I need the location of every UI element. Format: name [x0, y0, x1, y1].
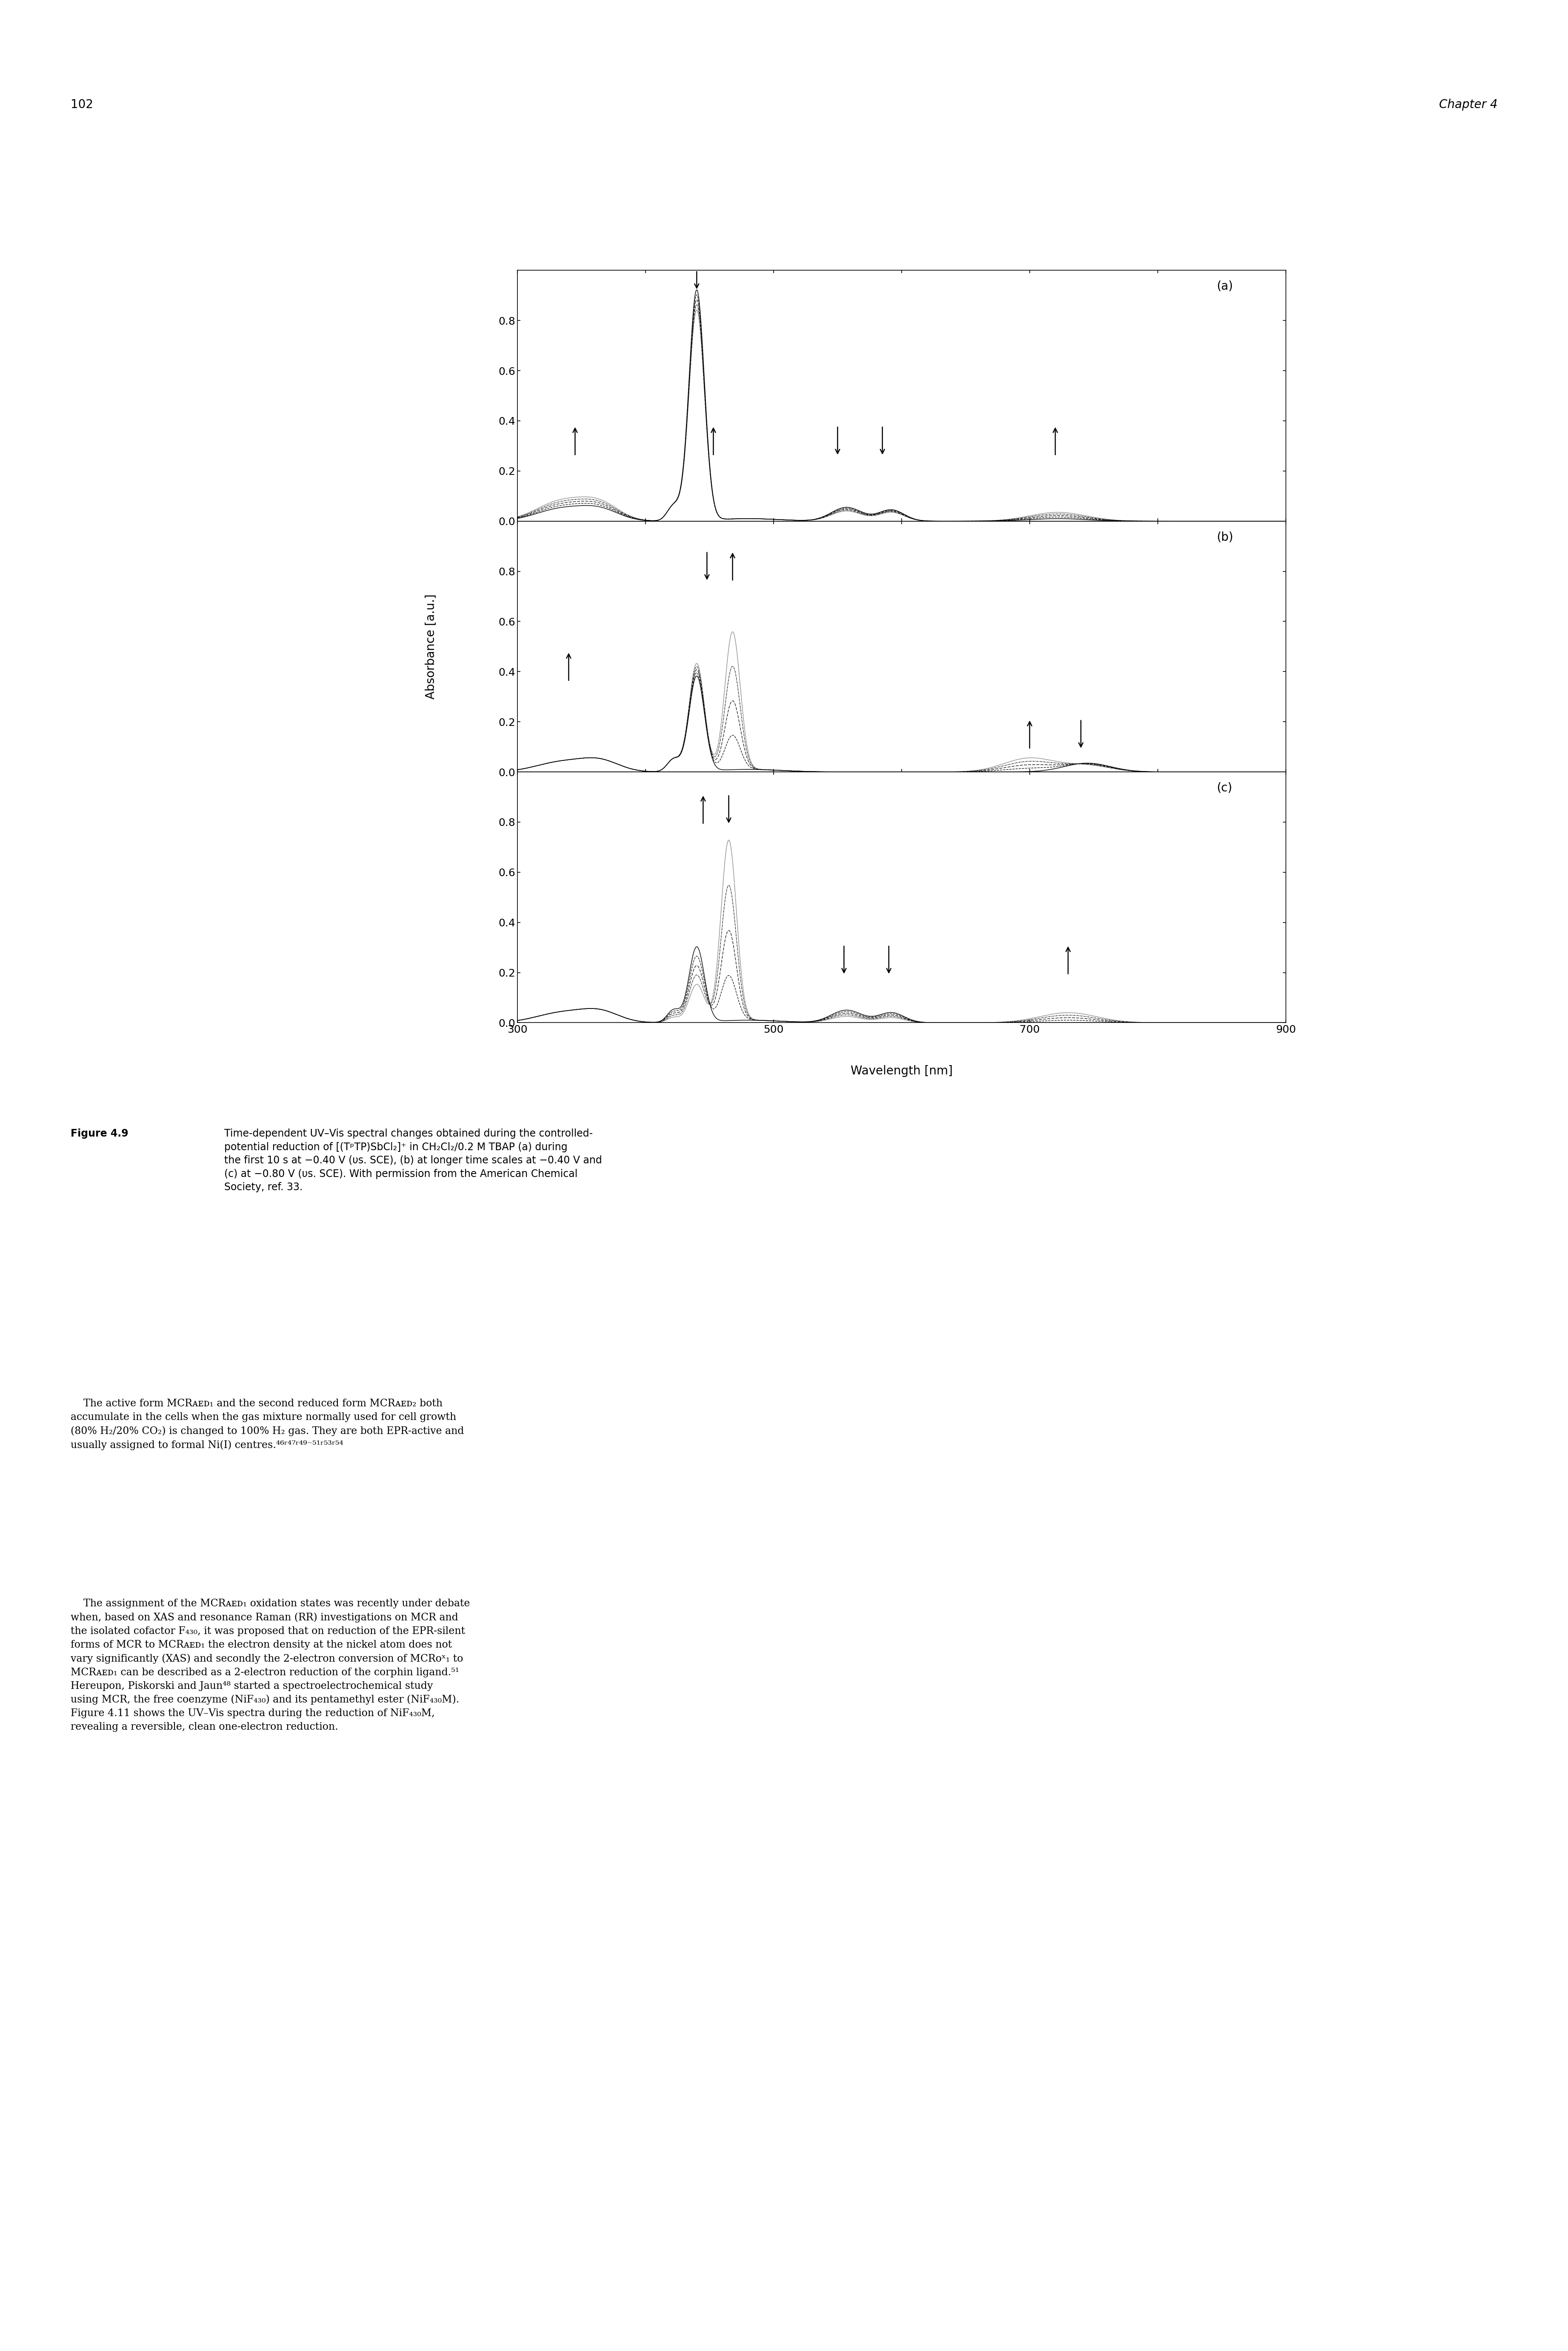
Text: (c): (c) — [1217, 783, 1232, 795]
Text: The active form MCRᴀᴇᴅ₁ and the second reduced form MCRᴀᴇᴅ₂ both
accumulate in t: The active form MCRᴀᴇᴅ₁ and the second r… — [71, 1399, 464, 1451]
Text: Chapter 4: Chapter 4 — [1439, 99, 1497, 110]
Text: (b): (b) — [1217, 531, 1234, 543]
Text: 102: 102 — [71, 99, 93, 110]
Text: Time-dependent UV–Vis spectral changes obtained during the controlled-
potential: Time-dependent UV–Vis spectral changes o… — [224, 1128, 602, 1192]
Text: Wavelength [nm]: Wavelength [nm] — [850, 1065, 953, 1077]
Text: The assignment of the MCRᴀᴇᴅ₁ oxidation states was recently under debate
when, b: The assignment of the MCRᴀᴇᴅ₁ oxidation … — [71, 1599, 470, 1733]
Text: (a): (a) — [1217, 280, 1232, 292]
Text: Absorbance [a.u.]: Absorbance [a.u.] — [425, 595, 437, 698]
Text: Figure 4.9: Figure 4.9 — [71, 1128, 129, 1138]
